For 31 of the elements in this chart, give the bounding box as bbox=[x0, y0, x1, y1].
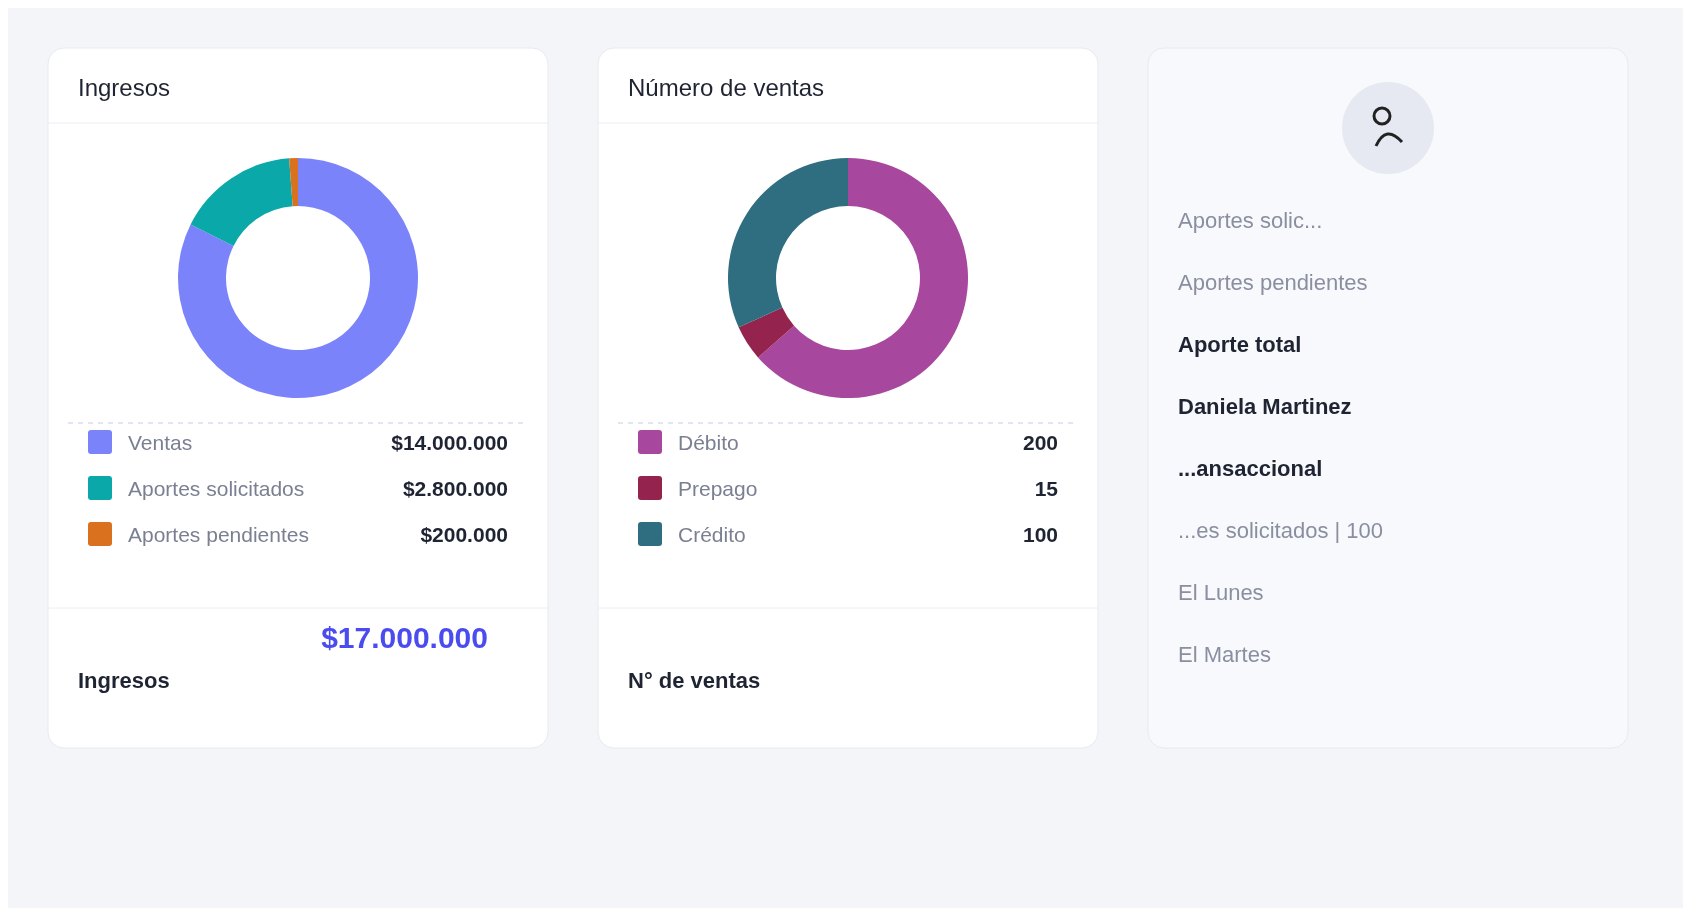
text: N° de ventas bbox=[628, 668, 761, 693]
legend-label: Aportes pendientes bbox=[128, 523, 309, 546]
data-label: 100 bbox=[1022, 523, 1058, 546]
donut-slice bbox=[728, 158, 848, 328]
data-label: $200.000 bbox=[420, 523, 508, 546]
text: ...ansaccional bbox=[1178, 456, 1323, 481]
data-label: 15 bbox=[1034, 477, 1059, 500]
text: Aportes solic... bbox=[1178, 208, 1323, 233]
text: El Lunes bbox=[1178, 580, 1264, 605]
donut-slice bbox=[190, 158, 293, 246]
donut-slice bbox=[178, 158, 418, 398]
data-label: 200 bbox=[1022, 431, 1058, 454]
donut-slice bbox=[738, 307, 795, 358]
text: ...es solicitados | 100 bbox=[1178, 518, 1384, 543]
legend-label: Prepago bbox=[678, 477, 758, 500]
legend-label: Aportes solicitados bbox=[128, 477, 305, 500]
data-label: $2.800.000 bbox=[402, 477, 508, 500]
donut-slice bbox=[289, 158, 298, 207]
text: Aportes pendientes bbox=[1178, 270, 1368, 295]
text: $17.000.000 bbox=[321, 621, 488, 654]
chart-title: Número de ventas bbox=[628, 74, 825, 101]
text: Daniela Martinez bbox=[1178, 394, 1352, 419]
legend-label: Débito bbox=[678, 431, 739, 454]
donut-slice bbox=[758, 158, 968, 398]
legend-label: Ventas bbox=[128, 431, 193, 454]
data-label: $14.000.000 bbox=[391, 431, 508, 454]
text: El Martes bbox=[1178, 642, 1271, 667]
text: Aporte total bbox=[1178, 332, 1302, 357]
legend-label: Crédito bbox=[678, 523, 746, 546]
text: Ingresos bbox=[78, 668, 170, 693]
chart-title: Ingresos bbox=[78, 74, 171, 101]
